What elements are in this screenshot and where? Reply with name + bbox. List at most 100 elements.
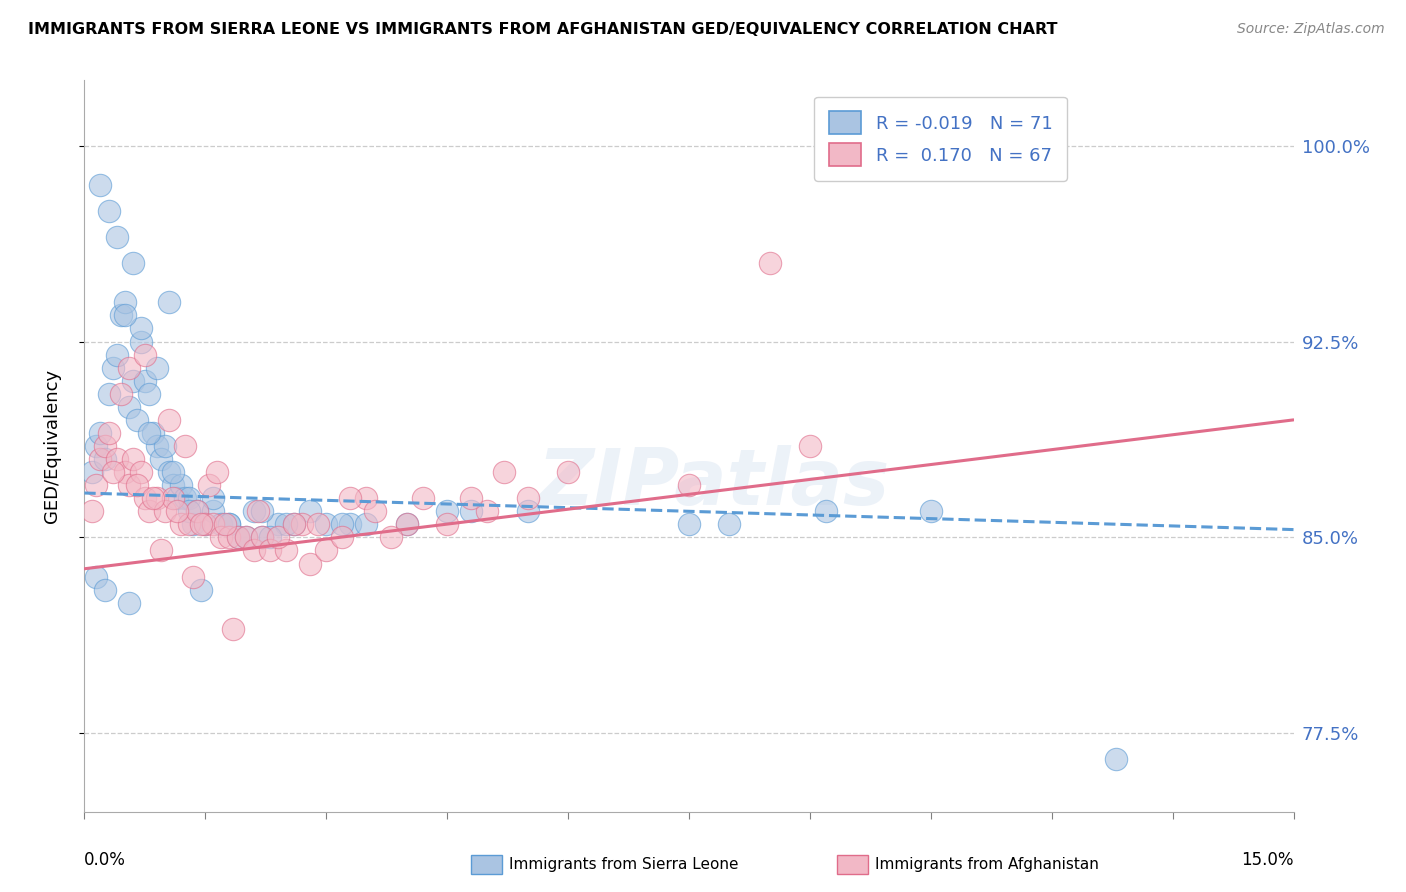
Point (82, 465, 104, 479)
Point (121, 374, 143, 388)
Point (125, 413, 148, 427)
Point (218, 517, 240, 532)
Point (214, 517, 236, 532)
Point (170, 478, 193, 492)
Point (242, 504, 264, 518)
Point (339, 491, 361, 506)
Point (181, 517, 204, 532)
Point (179, 517, 201, 532)
Point (186, 504, 208, 518)
Point (315, 517, 337, 532)
Point (235, 530, 257, 544)
Text: Immigrants from Sierra Leone: Immigrants from Sierra Leone (509, 857, 738, 871)
Point (460, 504, 482, 518)
Point (380, 530, 402, 544)
Point (118, 478, 141, 492)
Point (1105, 752, 1128, 766)
Point (146, 491, 169, 506)
Point (89, 452, 111, 467)
Point (118, 400, 141, 414)
Point (299, 504, 322, 518)
Text: ZIPatlas: ZIPatlas (537, 444, 889, 521)
Point (174, 491, 197, 506)
Y-axis label: GED/Equivalency: GED/Equivalency (42, 369, 60, 523)
Point (129, 321, 152, 335)
Point (146, 360, 169, 375)
Point (118, 596, 141, 610)
Point (799, 439, 821, 453)
Point (101, 360, 124, 375)
Point (202, 504, 225, 518)
Point (142, 491, 165, 506)
Point (181, 569, 204, 583)
Text: 15.0%: 15.0% (1241, 851, 1294, 869)
Point (194, 517, 217, 532)
Point (149, 452, 172, 467)
Point (153, 439, 176, 453)
Point (142, 425, 165, 440)
Text: Immigrants from Afghanistan: Immigrants from Afghanistan (875, 857, 1098, 871)
Point (162, 478, 184, 492)
Point (307, 517, 329, 532)
Point (129, 334, 152, 349)
Point (477, 504, 499, 518)
Point (356, 517, 378, 532)
Point (678, 517, 700, 532)
Point (179, 491, 201, 506)
Point (129, 465, 152, 479)
Point (121, 256, 143, 270)
Point (118, 360, 141, 375)
Point (222, 622, 245, 636)
Legend: R = -0.019   N = 71, R =  0.170   N = 67: R = -0.019 N = 71, R = 0.170 N = 67 (814, 96, 1067, 181)
Point (291, 517, 314, 532)
Point (146, 439, 169, 453)
Point (138, 504, 160, 518)
Point (93, 439, 115, 453)
Point (395, 517, 418, 532)
Point (97, 425, 120, 440)
Point (149, 543, 172, 558)
Point (101, 465, 124, 479)
Point (516, 491, 538, 506)
Point (157, 465, 180, 479)
Point (274, 517, 297, 532)
Point (492, 465, 515, 479)
Point (283, 517, 305, 532)
Point (93, 582, 115, 597)
Point (259, 543, 281, 558)
Point (190, 517, 212, 532)
Point (125, 478, 148, 492)
Point (226, 530, 249, 544)
Point (134, 491, 156, 506)
Point (162, 465, 184, 479)
Point (242, 543, 264, 558)
Point (93, 452, 115, 467)
Point (356, 491, 378, 506)
Point (814, 504, 837, 518)
Point (363, 504, 385, 518)
Point (267, 517, 290, 532)
Point (134, 347, 156, 362)
Point (436, 504, 458, 518)
Point (138, 425, 160, 440)
Point (186, 504, 208, 518)
Point (315, 543, 337, 558)
Point (339, 517, 361, 532)
Point (114, 295, 136, 310)
Point (267, 530, 290, 544)
Point (557, 465, 579, 479)
Point (207, 465, 229, 479)
Text: Source: ZipAtlas.com: Source: ZipAtlas.com (1237, 22, 1385, 37)
Point (114, 465, 136, 479)
Point (460, 491, 482, 506)
Point (250, 504, 273, 518)
Point (97, 386, 120, 401)
Point (209, 517, 232, 532)
Point (174, 439, 197, 453)
Point (678, 478, 700, 492)
Point (283, 517, 305, 532)
Point (274, 543, 297, 558)
Point (170, 517, 193, 532)
Point (412, 491, 434, 506)
Point (121, 452, 143, 467)
